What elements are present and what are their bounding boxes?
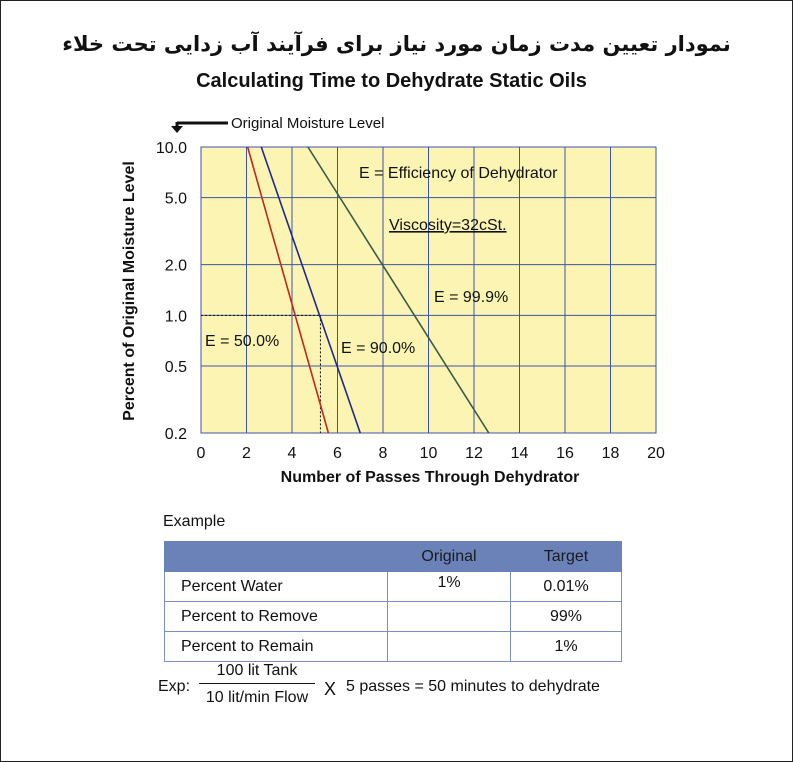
table-row: Percent to Remove 99%: [164, 601, 622, 632]
x-tick-label: 14: [511, 445, 529, 462]
formula-denominator: 10 lit/min Flow: [205, 689, 309, 706]
fraction-bar: [199, 683, 315, 684]
example-label: Example: [163, 513, 226, 530]
multiply-sign: X: [324, 679, 337, 699]
x-tick-label: 20: [647, 445, 665, 462]
original-cell: [387, 631, 511, 662]
target-cell: 99%: [510, 601, 622, 632]
series-line-1: [260, 146, 362, 434]
original-level-label: Original Moisture Level: [231, 115, 384, 132]
row-label: Percent to Remove: [164, 601, 388, 632]
x-axis-label: Number of Passes Through Dehydrator: [281, 469, 580, 486]
series-line-0: [246, 146, 330, 434]
original-cell: [387, 601, 511, 632]
table-header: Target: [510, 541, 622, 572]
example-table: Original Target Percent Water 1% 0.01% P…: [164, 541, 622, 662]
y-tick-label: 0.2: [165, 426, 187, 443]
series-label-e999: E = 99.9%: [434, 289, 508, 306]
x-tick-label: 2: [242, 445, 251, 462]
target-cell: 1%: [510, 631, 622, 662]
original-level-marker: [171, 121, 228, 133]
table-header-row: Original Target: [164, 541, 622, 572]
x-tick-label: 6: [333, 445, 342, 462]
series-label-e90: E = 90.0%: [341, 340, 415, 357]
y-tick-labels: 10.0 5.0 2.0 1.0 0.5 0.2: [156, 140, 187, 443]
y-tick-label: 5.0: [165, 191, 187, 208]
x-tick-label: 4: [288, 445, 297, 462]
y-tick-label: 1.0: [165, 308, 187, 325]
row-label: Percent to Remain: [164, 631, 388, 662]
persian-title: نمودار تعیین مدت زمان مورد نیاز برای فرآ…: [62, 32, 731, 56]
x-tick-label: 10: [420, 445, 438, 462]
viscosity-note: Viscosity=32cSt.: [389, 217, 507, 234]
y-axis-label: Percent of Original Moisture Level: [121, 161, 138, 421]
formula-label: Exp:: [158, 678, 191, 695]
grid-lines: [201, 147, 656, 433]
y-tick-label: 0.5: [165, 359, 187, 376]
series-line-2: [307, 146, 490, 434]
y-tick-label: 10.0: [156, 140, 187, 157]
row-label: Percent Water: [164, 571, 388, 602]
series-lines: [246, 146, 490, 434]
dehydration-chart: 10.0 5.0 2.0 1.0 0.5 0.2 0 2 4 6 8 10 12 14 16 18 20 Pe…: [121, 115, 665, 486]
formula-result: 5 passes = 50 minutes to dehydrate: [346, 678, 600, 695]
y-tick-label: 2.0: [165, 258, 187, 275]
table-row: Percent Water 1% 0.01%: [164, 571, 622, 602]
x-tick-label: 18: [602, 445, 620, 462]
series-label-e50: E = 50.0%: [205, 333, 279, 350]
x-tick-labels: 0 2 4 6 8 10 12 14 16 18 20: [197, 445, 665, 462]
english-title: Calculating Time to Dehydrate Static Oil…: [196, 70, 587, 92]
x-tick-label: 12: [465, 445, 483, 462]
x-tick-label: 0: [197, 445, 206, 462]
x-tick-label: 8: [379, 445, 388, 462]
x-tick-label: 16: [556, 445, 574, 462]
original-cell: 1%: [387, 571, 511, 602]
table-header: Original: [387, 541, 511, 572]
target-cell: 0.01%: [510, 571, 622, 602]
efficiency-note: E = Efficiency of Dehydrator: [359, 165, 558, 182]
table-header: [164, 541, 388, 572]
table-row: Percent to Remain 1%: [164, 631, 622, 662]
formula-numerator: 100 lit Tank: [216, 662, 298, 679]
formula-fraction: 100 lit Tank 10 lit/min Flow: [199, 660, 315, 709]
